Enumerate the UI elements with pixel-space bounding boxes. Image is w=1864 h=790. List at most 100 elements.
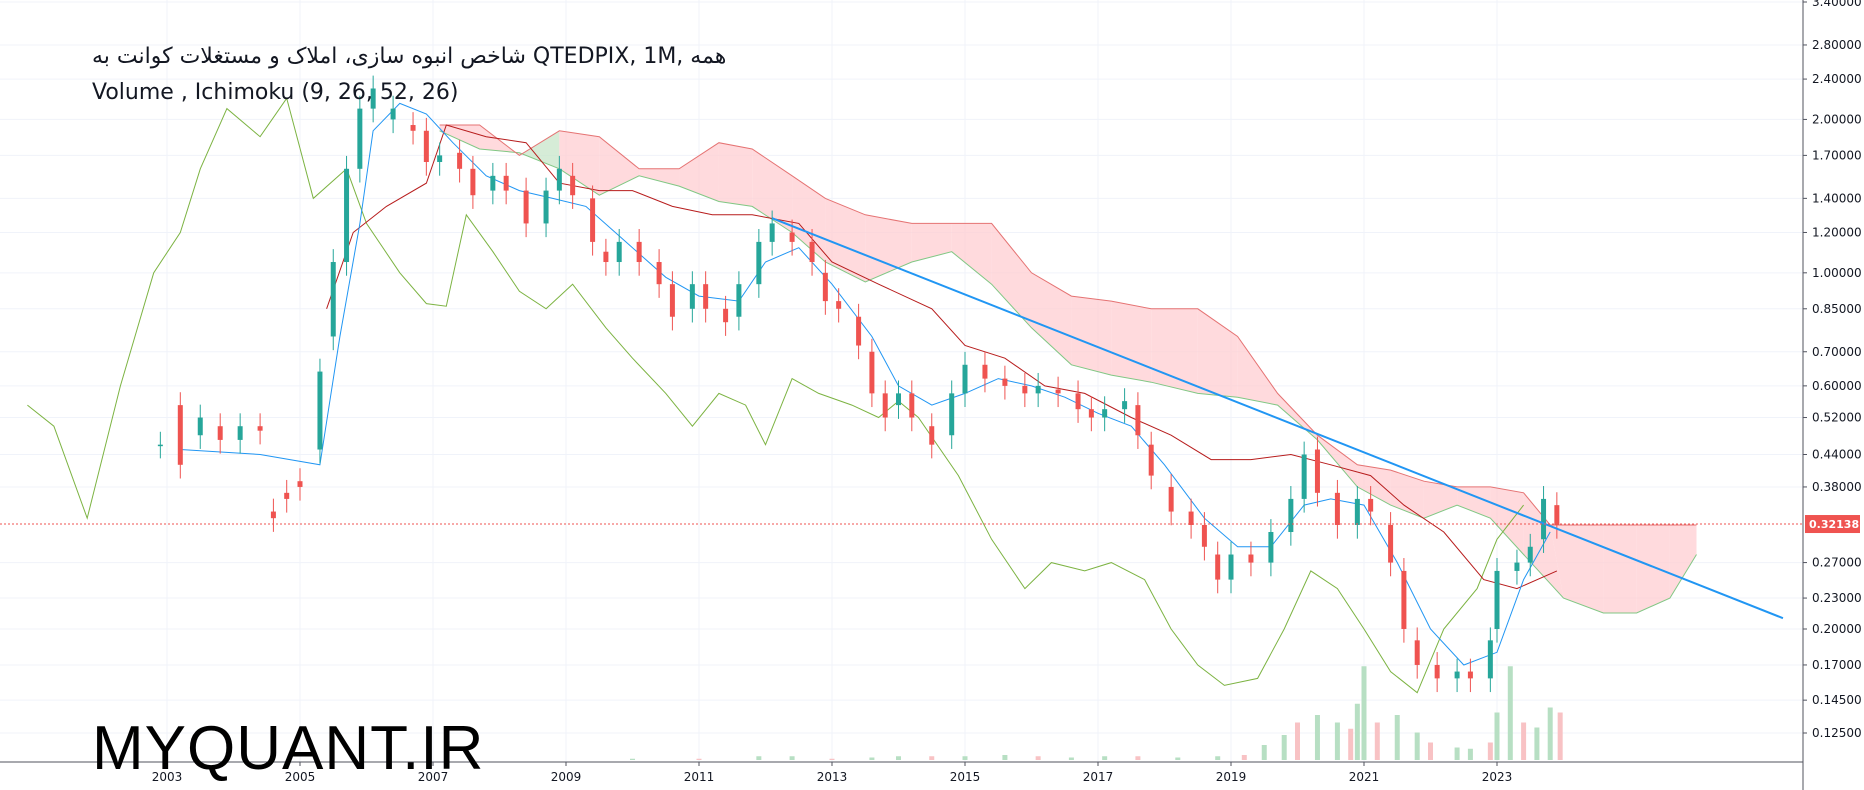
candle-body: [809, 241, 815, 263]
volume-bar: [1487, 742, 1493, 760]
candle-body: [570, 175, 576, 196]
volume-bar: [789, 756, 795, 760]
candle-body: [603, 251, 609, 263]
price-tick-label: 0.23000: [1812, 591, 1862, 605]
volume-bar: [896, 756, 901, 760]
trendline-path: [771, 217, 1784, 620]
time-tick-label: 2009: [551, 770, 582, 784]
candle-body: [284, 492, 290, 499]
cloud-segment: [1151, 308, 1198, 394]
price-tick-label: 1.20000: [1812, 225, 1862, 239]
candle-body: [1527, 546, 1533, 563]
time-tick-label: 2007: [418, 770, 449, 784]
candle-body: [756, 241, 762, 285]
candle-body: [789, 232, 795, 242]
candle-body: [896, 393, 901, 406]
candle-body: [543, 190, 549, 224]
cloud-segment: [1603, 524, 1637, 613]
candle-body: [1467, 671, 1473, 679]
cloud-segment: [911, 223, 952, 263]
candle-body: [1088, 409, 1094, 418]
candle-body: [297, 481, 303, 487]
cloud-segment: [718, 142, 753, 207]
cloud-segment: [951, 223, 992, 285]
candle-body: [1135, 405, 1141, 436]
volume-bar: [1394, 715, 1400, 760]
candle-body: [1334, 492, 1340, 525]
candle-body: [1148, 444, 1154, 476]
cloud-segment: [1457, 486, 1491, 519]
cloud-segment: [1277, 393, 1318, 440]
last-price-label: 0.32138: [1809, 518, 1859, 531]
time-tick-label: 2023: [1482, 770, 1513, 784]
candle-body: [822, 272, 828, 302]
volume-bar: [1261, 745, 1267, 760]
candle-body: [769, 223, 775, 242]
candle-body: [1288, 498, 1294, 533]
time-tick-label: 2017: [1083, 770, 1114, 784]
candle-body: [962, 364, 968, 394]
volume-bar: [1534, 727, 1540, 760]
candle-body: [1248, 554, 1254, 563]
time-tick-label: 2021: [1349, 770, 1380, 784]
cloud-segment: [1031, 272, 1072, 365]
volume-bar: [929, 756, 935, 760]
volume-bar: [1507, 666, 1513, 760]
candle-body: [523, 190, 529, 224]
candle-body: [1314, 449, 1320, 493]
candle-body: [1401, 570, 1407, 629]
candle-body: [1215, 554, 1221, 580]
candle-body: [1122, 401, 1128, 410]
volume-bars: [630, 666, 1563, 760]
cloud-segment: [439, 125, 480, 149]
candle-body: [669, 284, 675, 317]
time-axis[interactable]: 2003 2005 2007 2009 2011 2013 2015 2017 2019 2021…: [0, 761, 1803, 784]
volume-bar: [756, 756, 762, 760]
candle-body: [344, 168, 350, 263]
price-tick-label: 0.70000: [1812, 345, 1862, 359]
candle-body: [157, 444, 163, 447]
cloud-segment: [559, 130, 600, 196]
chart-title: شاخص انبوه سازی، املاک و مستغلات کوانت ب…: [92, 44, 727, 69]
volume-bar: [1414, 732, 1420, 760]
cloud-segment: [599, 136, 640, 196]
watermark: MYQUANT.IR: [92, 714, 485, 783]
cloud-segment: [679, 142, 719, 202]
volume-bar: [1348, 728, 1354, 760]
cloud-segment: [1423, 481, 1458, 519]
candle-body: [1228, 554, 1234, 580]
candle-body: [1168, 486, 1174, 512]
candle-body: [736, 284, 742, 317]
cloud-segment: [1550, 524, 1604, 613]
candle-body: [1541, 498, 1547, 540]
cloud-segment: [752, 148, 793, 233]
price-tick-label: 0.44000: [1812, 448, 1862, 462]
volume-bar: [1314, 715, 1320, 760]
grid: [0, 0, 1803, 762]
volume-bar: [1557, 712, 1563, 760]
time-tick-label: 2003: [152, 770, 183, 784]
price-tick-label: 0.27000: [1812, 556, 1862, 570]
candles: [157, 75, 1560, 693]
price-tick-label: 0.52000: [1812, 411, 1862, 425]
price-tick-label: 0.38000: [1812, 480, 1862, 494]
trendline[interactable]: [771, 217, 1784, 620]
candle-body: [1354, 498, 1360, 525]
price-axis[interactable]: 3.40000 2.80000 2.40000 2.00000 1.70000 1.400…: [1802, 0, 1864, 790]
volume-bar: [1361, 666, 1367, 760]
volume-bar: [1068, 757, 1074, 760]
senkou-span-b: [439, 124, 1697, 526]
candle-body: [616, 241, 622, 263]
candle-body: [330, 262, 336, 337]
cloud-segment: [825, 198, 866, 282]
cloud-segment: [991, 223, 1032, 328]
cloud-segment: [1071, 296, 1112, 376]
candle-body: [1055, 389, 1061, 394]
candle-body: [590, 198, 596, 242]
candle-body: [949, 393, 955, 436]
candle-body: [1022, 385, 1028, 394]
volume-bar: [962, 756, 968, 760]
tenkan-line: [180, 102, 1551, 666]
price-tick-label: 2.00000: [1812, 112, 1862, 126]
